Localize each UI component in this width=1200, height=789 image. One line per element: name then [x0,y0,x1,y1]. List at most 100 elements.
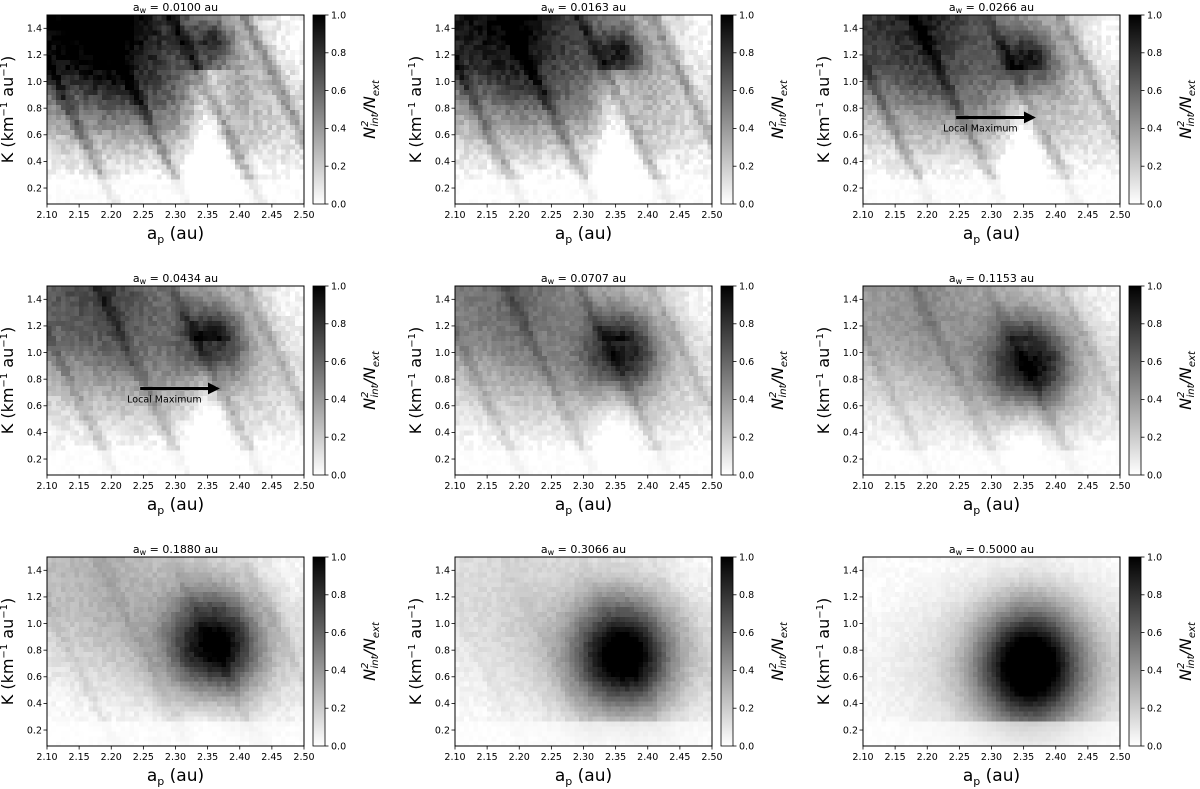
panel-9: aw = 0.5000 au 2.10 2.15 2.20 2.25 2.30 2.35 2.… [814,543,1198,788]
y-tick-label: 1.4 [435,295,450,306]
x-tick-label: 2.10 [852,210,873,221]
y-tick-label: 0.8 [435,374,450,385]
colorbar-tick-label: 0.2 [1147,704,1162,715]
x-tick-label: 2.40 [1045,752,1066,763]
y-tick-label: 1.0 [843,619,858,630]
colorbar-tick-label: 0.0 [1147,741,1162,752]
y-tick-label: 0.4 [435,428,450,439]
x-tick-label: 2.45 [669,210,690,221]
y-tick-label: 0.4 [843,157,858,168]
x-axis-label: ap (au) [147,766,204,788]
x-axis-label: ap (au) [963,224,1020,246]
x-tick-label: 2.50 [701,210,722,221]
colorbar-tick-label: 0.8 [739,48,754,59]
y-axis-label: K (km−1 au−1) [406,327,425,434]
x-tick-label: 2.20 [509,752,530,763]
y-tick-label: 1.2 [435,592,450,603]
colorbar-tick-label: 1.0 [1147,10,1162,21]
colorbar-tick-label: 0.0 [331,470,346,481]
x-tick-label: 2.20 [101,481,122,492]
x-tick-label: 2.40 [637,481,658,492]
colorbar-tick-label: 0.6 [1147,628,1162,639]
colorbar [720,14,734,205]
colorbar-tick-label: 0.0 [739,470,754,481]
heatmap-9 [863,557,1121,747]
x-tick-label: 2.15 [69,752,90,763]
x-tick-label: 2.10 [444,481,465,492]
y-tick-label: 0.6 [843,401,858,412]
y-tick-label: 0.2 [435,725,450,736]
colorbar-label: N2int/Next [360,350,382,410]
heatmap-7 [47,557,305,747]
colorbar-tick-label: 0.0 [331,741,346,752]
x-axis-label: ap (au) [147,495,204,517]
x-tick-label: 2.30 [165,481,186,492]
y-axis-label: K (km−1 au−1) [0,598,17,705]
x-axis-label: ap (au) [963,766,1020,788]
x-tick-label: 2.20 [917,481,938,492]
x-tick-label: 2.40 [637,210,658,221]
heatmap-5 [455,286,713,476]
panel-3: aw = 0.0266 au 2.10 2.15 2.20 2.25 2.30 2.35 2.… [814,1,1198,246]
x-tick-label: 2.40 [229,481,250,492]
y-tick-label: 1.2 [435,321,450,332]
x-tick-label: 2.30 [981,752,1002,763]
x-tick-label: 2.35 [197,752,218,763]
y-tick-label: 0.4 [27,699,42,710]
colorbar-tick-label: 1.0 [739,552,754,563]
x-tick-label: 2.45 [1077,752,1098,763]
heatmap-1 [47,15,305,205]
y-tick-label: 0.6 [27,672,42,683]
x-tick-label: 2.25 [133,752,154,763]
x-tick-label: 2.50 [1109,210,1130,221]
colorbar-tick-label: 0.6 [739,86,754,97]
colorbar [312,285,326,476]
colorbar-tick-label: 0.8 [1147,590,1162,601]
colorbar-tick-label: 0.2 [331,162,346,173]
x-tick-label: 2.30 [573,481,594,492]
y-tick-label: 0.6 [843,130,858,141]
x-tick-label: 2.10 [852,752,873,763]
heatmap-3 [863,15,1121,205]
x-tick-label: 2.35 [605,210,626,221]
x-axis-label: ap (au) [555,766,612,788]
annotation-label: Local Maximum [127,394,201,405]
y-tick-label: 0.8 [435,103,450,114]
y-tick-label: 0.8 [435,645,450,656]
x-tick-label: 2.50 [701,481,722,492]
x-tick-label: 2.15 [477,752,498,763]
x-tick-label: 2.40 [1045,481,1066,492]
x-tick-label: 2.45 [669,481,690,492]
x-tick-label: 2.45 [261,210,282,221]
y-tick-label: 0.6 [27,130,42,141]
y-tick-label: 1.0 [435,619,450,630]
colorbar-tick-label: 0.0 [1147,199,1162,210]
x-tick-label: 2.20 [509,210,530,221]
x-axis-label: ap (au) [963,495,1020,517]
colorbar-tick-label: 0.4 [331,395,346,406]
x-tick-label: 2.35 [1013,210,1034,221]
y-tick-label: 0.8 [27,374,42,385]
annotation-label: Local Maximum [943,123,1017,134]
colorbar-tick-label: 0.6 [331,86,346,97]
x-tick-label: 2.25 [541,752,562,763]
heatmap-8 [455,557,713,747]
colorbar [312,556,326,747]
y-tick-label: 0.4 [27,428,42,439]
colorbar-tick-label: 0.2 [331,704,346,715]
x-tick-label: 2.40 [1045,210,1066,221]
y-axis-label: K (km−1 au−1) [0,56,17,163]
y-tick-label: 1.2 [843,592,858,603]
x-tick-label: 2.25 [949,752,970,763]
x-tick-label: 2.15 [477,481,498,492]
colorbar-tick-label: 0.4 [1147,395,1162,406]
panel-title: aw = 0.3066 au [541,543,626,557]
y-tick-label: 0.6 [435,130,450,141]
y-tick-label: 0.8 [27,103,42,114]
colorbar-tick-label: 1.0 [739,10,754,21]
colorbar-tick-label: 0.8 [739,319,754,330]
x-tick-label: 2.40 [229,752,250,763]
colorbar [1128,556,1142,747]
colorbar-tick-label: 0.4 [739,666,754,677]
